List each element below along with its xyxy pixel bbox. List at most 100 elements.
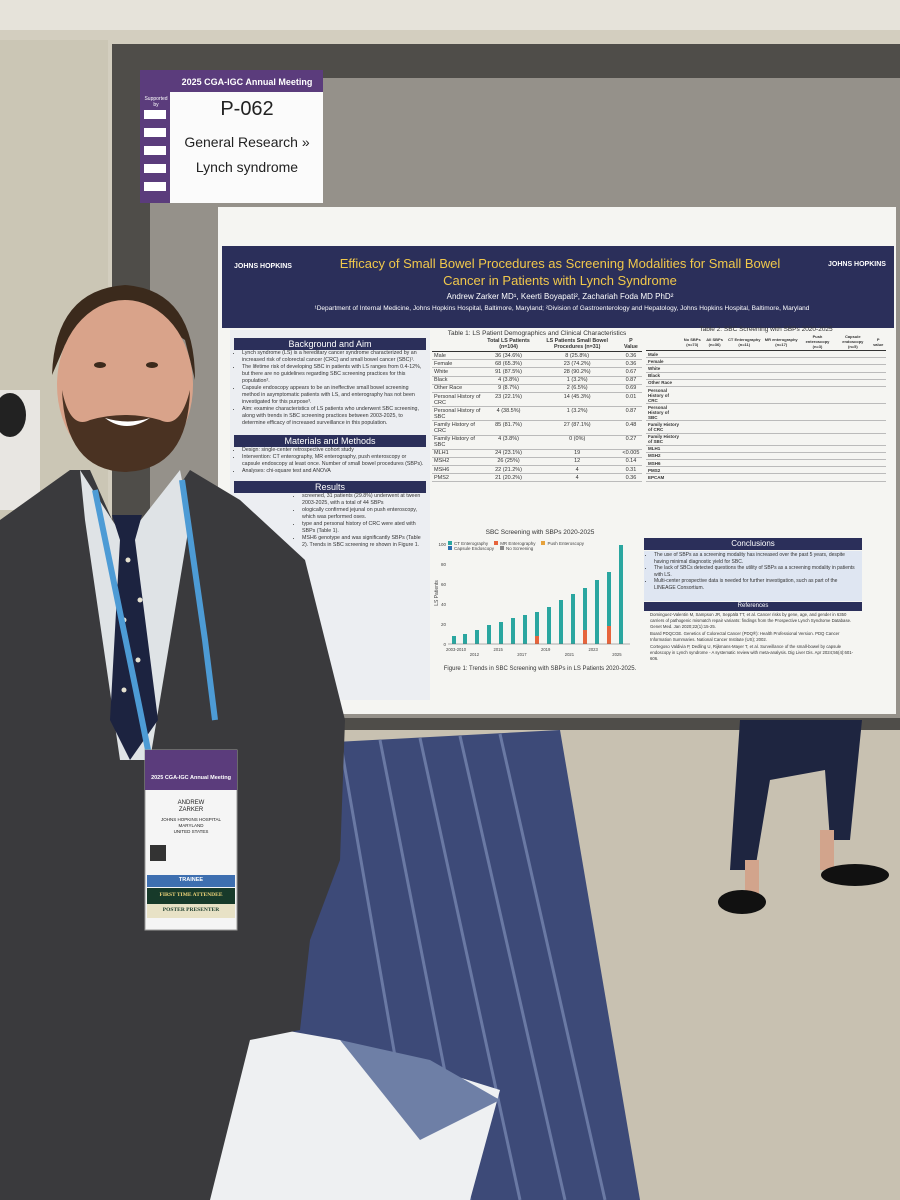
table2: No SBPs (n=73) All SBPs (n=36) CT Enterogr…: [646, 333, 886, 482]
table-cell: 4: [534, 465, 620, 475]
badge-org: JOHNS HOPKINS HOSPITAL MARYLAND UNITED STA…: [145, 817, 237, 835]
figure-caption: Figure 1: Trends in SBC Screening with S…: [443, 666, 637, 672]
table-cell: [681, 420, 704, 434]
table-cell: [703, 403, 726, 422]
table-row: Male: [646, 350, 886, 359]
header-cell: P Value: [619, 337, 642, 352]
legend-swatch: [448, 546, 452, 550]
x-tick-label: 2025: [612, 652, 622, 657]
table-cell: 22 (21.2%): [482, 465, 535, 475]
table-cell: [870, 445, 886, 453]
header-cell: Push enteroscopy (n=3): [799, 333, 836, 351]
table-row: Family History of SBC 4 (3.8%) 0 (0%) 0.27: [432, 435, 642, 450]
table-cell: [703, 452, 726, 461]
x-tick-label: 2015: [493, 647, 503, 652]
y-tick-label: 100: [438, 542, 446, 547]
table-cell: [799, 364, 836, 373]
table-cell: 26 (25%): [482, 457, 535, 467]
table-cell: White: [646, 364, 682, 373]
topic: Lynch syndrome: [195, 159, 299, 175]
sign-category: General Research » Lynch syndrome: [172, 130, 322, 180]
reference: Board PDQCGE. Genetics of Colorectal Can…: [650, 631, 840, 642]
table-cell: [725, 445, 763, 453]
table-cell: [762, 466, 800, 475]
bullet-list: Lynch syndrome (LS) is a hereditary canc…: [234, 350, 426, 427]
table-cell: [762, 357, 800, 366]
header-cell: CT Enterography (n=11): [725, 333, 763, 351]
smile: [105, 418, 150, 426]
results-text: screened, 31 patients (29.8%) underwent …: [234, 493, 426, 549]
table-cell: [725, 379, 763, 387]
table-row: White: [646, 364, 886, 373]
poster-code: P-062: [220, 98, 274, 120]
table-cell: [762, 350, 800, 359]
session-sign: [140, 70, 323, 203]
bullet: screened, 31 patients (29.8%) underwent …: [302, 493, 426, 507]
table-cell: 0 (0%): [534, 435, 620, 450]
table-cell: [835, 350, 871, 359]
y-tick-label: 80: [440, 562, 446, 567]
chart-bars: [448, 545, 630, 645]
table-cell: [799, 403, 836, 422]
table-cell: Black: [646, 372, 682, 380]
table-cell: [870, 350, 886, 359]
table-cell: 28 (90.2%): [534, 367, 620, 377]
table-cell: 24 (23.1%): [482, 449, 535, 458]
table-cell: [799, 386, 836, 405]
legend-item: MR Enterography: [494, 541, 535, 546]
table-cell: [835, 372, 871, 380]
table-cell: 91 (87.5%): [482, 367, 535, 377]
table-row: MSH6 22 (21.2%) 4 0.31: [432, 465, 642, 475]
logo-right: JOHNS HOPKINS: [828, 261, 886, 268]
table-row: Black: [646, 372, 886, 380]
tie: [110, 515, 158, 760]
bullet-list: The use of SBPs as a screening modality …: [646, 552, 860, 591]
table-cell: [835, 364, 871, 373]
state: MARYLAND: [178, 823, 204, 828]
section-header: Results: [234, 481, 426, 493]
table-cell: Female: [432, 359, 483, 369]
sign-supported-by: Supported by: [144, 96, 168, 108]
table-cell: [762, 364, 800, 373]
ceiling: [0, 0, 900, 30]
table-row: EPCAM: [646, 473, 886, 482]
bullet: Capsule endoscopy appears to be an ineff…: [242, 385, 426, 406]
table-cell: [681, 403, 704, 422]
table-cell: [835, 403, 871, 422]
sign-header: [170, 70, 323, 92]
background-text: Lynch syndrome (LS) is a hereditary canc…: [234, 350, 426, 427]
header-row: No SBPs (n=73) All SBPs (n=36) CT Enterogr…: [646, 333, 886, 351]
table-cell: [870, 433, 886, 446]
table-cell: 4: [534, 473, 620, 483]
table-cell: Personal History of SBC: [432, 406, 483, 422]
table-cell: [762, 452, 800, 461]
table-cell: 0.36: [619, 473, 642, 483]
bullet: The lifetime risk of developing SBC in p…: [242, 364, 426, 385]
table-cell: [703, 386, 726, 405]
table-cell: [703, 473, 726, 482]
bullet: Intervention: CT enterography, MR entero…: [242, 454, 426, 468]
table-cell: 0.14: [619, 457, 642, 467]
reference: Cortegoso Valdivia P, Dedling U, Rijkman…: [650, 644, 854, 661]
badge-header: [145, 750, 237, 790]
table-cell: MSH2: [432, 457, 483, 467]
header-row: Total LS Patients (n=104) LS Patients Sma…: [432, 337, 642, 352]
table-cell: [681, 372, 704, 380]
table-cell: [703, 459, 726, 468]
table-cell: 68 (65.3%): [482, 359, 535, 369]
table-cell: [870, 403, 886, 422]
header-cell: MR enterography (n=17): [762, 333, 800, 351]
table-row: Male 36 (34.6%) 8 (25.8%) 0.36: [432, 351, 642, 361]
table-row: Family History of CRC: [646, 420, 886, 434]
table-cell: [762, 379, 800, 387]
table-cell: [725, 420, 763, 434]
left-column-content: Background and Aim Lynch syndrome (LS) i…: [234, 338, 426, 549]
table-cell: Black: [432, 376, 483, 385]
section-header: Background and Aim: [234, 338, 426, 350]
table-cell: [681, 350, 704, 359]
table-row: MSH2 26 (25%) 12 0.14: [432, 457, 642, 467]
table-cell: [799, 452, 836, 461]
section-header: Materials and Methods: [234, 435, 426, 447]
